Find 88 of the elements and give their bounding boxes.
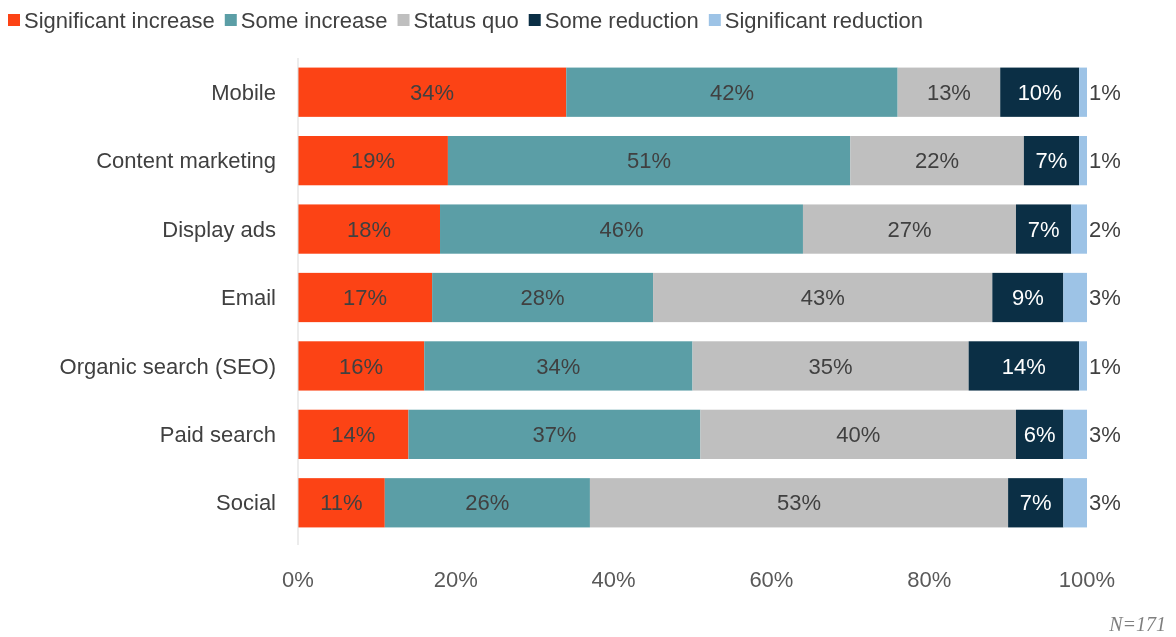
data-label: 37%	[532, 422, 577, 448]
data-label: 14%	[331, 422, 376, 448]
data-label: 1%	[1089, 353, 1121, 379]
bar	[440, 204, 803, 254]
x-tick-label: 80%	[907, 567, 952, 592]
bar	[1079, 67, 1087, 117]
bar	[653, 272, 993, 323]
bar	[1071, 204, 1087, 254]
data-label: 13%	[926, 79, 971, 105]
bar	[384, 478, 590, 528]
x-tick-label: 100%	[1058, 567, 1116, 592]
data-label: 43%	[800, 285, 845, 311]
data-label: 22%	[915, 148, 960, 174]
x-tick-label: 0%	[282, 567, 314, 592]
bar	[1000, 67, 1080, 117]
y-tick-label: Organic search (SEO)	[59, 353, 276, 379]
bar	[1079, 341, 1087, 391]
bar	[408, 409, 701, 459]
bar	[298, 204, 441, 254]
data-label: 6%	[1023, 422, 1056, 448]
y-tick-label: Email	[220, 285, 276, 311]
bar	[298, 67, 567, 117]
bar	[589, 478, 1009, 528]
x-tick-label: 40%	[591, 567, 636, 592]
data-label: 27%	[887, 216, 932, 242]
data-label: 7%	[1019, 490, 1052, 516]
data-label: 9%	[1011, 285, 1044, 311]
bar	[897, 67, 1001, 117]
y-tick-label: Display ads	[162, 216, 276, 242]
bar	[298, 478, 385, 528]
data-label: 11%	[320, 490, 363, 516]
data-label: 2%	[1089, 216, 1121, 242]
bar	[700, 409, 1016, 459]
bar	[298, 409, 409, 459]
bar	[802, 204, 1016, 254]
data-label: 40%	[836, 422, 881, 448]
data-label: 46%	[599, 216, 644, 242]
legend-label: Some reduction	[544, 7, 699, 33]
legend-label: Significant increase	[24, 7, 215, 33]
data-label: 3%	[1089, 490, 1121, 516]
bar	[968, 341, 1080, 391]
data-label: 53%	[776, 490, 822, 516]
data-label: 18%	[346, 216, 392, 242]
bar	[1063, 272, 1087, 323]
bar	[1023, 136, 1080, 186]
data-label: 3%	[1089, 285, 1121, 311]
data-label: 14%	[1001, 353, 1046, 379]
data-label: 17%	[343, 285, 388, 311]
bar	[298, 272, 433, 323]
bar	[1008, 478, 1064, 528]
data-label: 34%	[410, 79, 455, 105]
bar	[1015, 204, 1072, 254]
y-tick-label: Social	[216, 490, 276, 516]
bar	[447, 136, 851, 186]
bar	[432, 272, 654, 323]
data-label: 26%	[465, 490, 510, 516]
bar	[566, 67, 898, 117]
data-label: 42%	[709, 79, 754, 105]
data-label: 7%	[1027, 216, 1060, 242]
bar	[1079, 136, 1087, 186]
text: N=171	[1108, 613, 1166, 635]
bar	[992, 272, 1064, 323]
data-label: 19%	[350, 148, 395, 174]
legend-label: Status quo	[413, 7, 519, 33]
data-label: 10%	[1017, 79, 1062, 105]
data-label: 3%	[1089, 422, 1121, 448]
data-label: 1%	[1089, 79, 1121, 105]
bar	[1063, 478, 1087, 528]
y-tick-label: Paid search	[159, 422, 276, 448]
x-tick-label: 60%	[749, 567, 794, 592]
bar	[298, 341, 425, 391]
data-label: 7%	[1035, 148, 1068, 174]
y-tick-label: Mobile	[211, 79, 276, 105]
data-label: 1%	[1089, 148, 1121, 174]
data-label: 28%	[520, 285, 565, 311]
bar	[298, 136, 448, 186]
data-label: 51%	[627, 148, 672, 174]
data-label: 34%	[536, 353, 581, 379]
data-label: 35%	[808, 353, 853, 379]
bar	[424, 341, 693, 391]
data-label: 16%	[339, 353, 384, 379]
bar	[692, 341, 969, 391]
legend-label: Some increase	[240, 7, 388, 33]
x-tick-label: 20%	[433, 567, 478, 592]
legend-label: Significant reduction	[724, 7, 923, 33]
y-tick-label: Content marketing	[96, 148, 276, 174]
bar	[850, 136, 1024, 186]
bar	[1063, 409, 1087, 459]
